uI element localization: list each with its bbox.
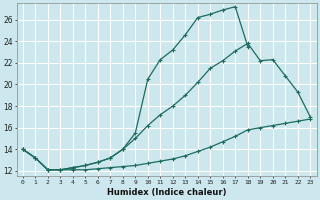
X-axis label: Humidex (Indice chaleur): Humidex (Indice chaleur) [107,188,226,197]
